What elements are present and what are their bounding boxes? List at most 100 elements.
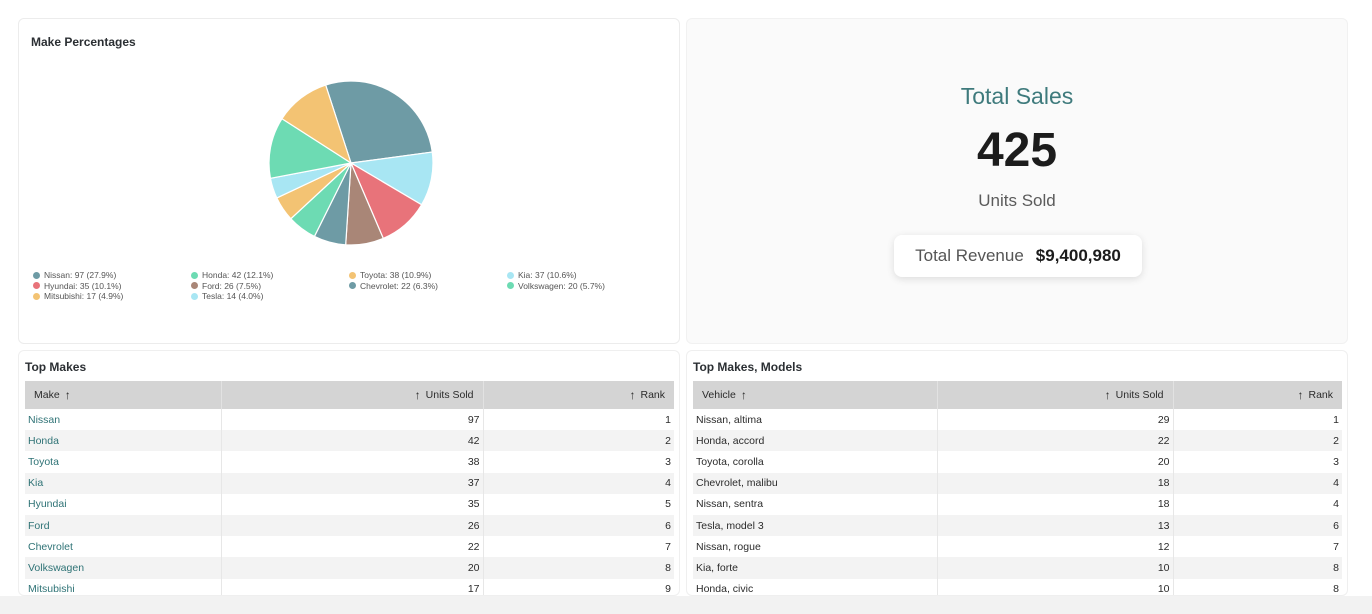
table-row[interactable]: Toyota, corolla 20 3	[693, 451, 1342, 473]
legend-item[interactable]: Hyundai: 35 (10.1%)	[33, 281, 191, 292]
rank-cell: 1	[665, 413, 671, 426]
top-makes-card: Top Makes Make ↑ ↑ Units Sold ↑ Rank Nissan…	[18, 350, 680, 596]
sort-arrow-up-icon[interactable]: ↑	[1104, 388, 1111, 402]
table-row[interactable]: Chevrolet, malibu 18 4	[693, 472, 1342, 494]
pie-slice-toyota[interactable]	[281, 84, 353, 165]
legend-label: Toyota: 38 (10.9%)	[360, 270, 432, 281]
table-row[interactable]: Toyota 38 3	[25, 451, 674, 473]
units-sold-cell: 22	[937, 430, 1174, 452]
table-row[interactable]: Kia, forte 10 8	[693, 557, 1342, 579]
units-sold-cell: 26	[221, 514, 484, 537]
kpi-subtitle: Units Sold	[978, 191, 1056, 210]
units-sold-cell: 38	[221, 451, 484, 473]
table-row[interactable]: Mitsubishi 17 9	[25, 578, 674, 595]
units-sold-cell: 35	[221, 493, 484, 515]
legend-item[interactable]: Ford: 26 (7.5%)	[191, 281, 349, 292]
legend-label: Ford: 26 (7.5%)	[202, 280, 262, 291]
total-revenue-label: Total Revenue	[915, 246, 1024, 265]
row-label-cell: Chevrolet, malibu	[693, 472, 938, 494]
legend-swatch-icon	[349, 271, 356, 279]
column-header-rank[interactable]: ↑ Rank	[1173, 381, 1342, 409]
rank-cell: 1	[1333, 413, 1339, 426]
make-percentages-card: Make Percentages Nissan: 97 (27.9%) Honda…	[18, 18, 680, 344]
table-row[interactable]: Nissan, rogue 12 7	[693, 536, 1342, 558]
legend-label: Mitsubishi: 17 (4.9%)	[44, 291, 124, 302]
sort-arrow-up-icon[interactable]: ↑	[629, 388, 636, 402]
units-sold-cell: 37	[221, 472, 484, 494]
sort-arrow-up-icon[interactable]: ↑	[64, 388, 71, 402]
units-sold-cell: 20	[937, 451, 1174, 473]
table-row[interactable]: Nissan, altima 29 1	[693, 409, 1342, 431]
row-label-cell[interactable]: Volkswagen	[25, 557, 222, 579]
table-row[interactable]: Ford 26 6	[25, 514, 674, 537]
column-header-units-sold[interactable]: ↑ Units Sold	[221, 381, 484, 409]
table-row[interactable]: Nissan, sentra 18 4	[693, 493, 1342, 515]
table-row[interactable]: Tesla, model 3 13 6	[693, 514, 1342, 537]
column-header-units-sold[interactable]: ↑ Units Sold	[937, 381, 1174, 409]
sort-arrow-up-icon[interactable]: ↑	[740, 388, 747, 402]
column-header-make[interactable]: Make ↑	[25, 381, 222, 409]
legend-swatch-icon	[507, 282, 514, 290]
legend-item[interactable]: Tesla: 14 (4.0%)	[191, 291, 349, 302]
rank-cell: 8	[1333, 583, 1339, 596]
row-label-cell[interactable]: Hyundai	[25, 493, 222, 515]
units-sold-cell: 97	[221, 409, 484, 431]
sort-arrow-up-icon[interactable]: ↑	[1297, 388, 1304, 402]
table-row[interactable]: Honda, accord 22 2	[693, 430, 1342, 452]
row-label-cell[interactable]: Nissan	[25, 409, 222, 431]
rank-cell: 8	[1333, 561, 1339, 574]
legend-item[interactable]: Mitsubishi: 17 (4.9%)	[33, 291, 191, 302]
legend-item[interactable]: Honda: 42 (12.1%)	[191, 270, 349, 281]
legend-item[interactable]: Chevrolet: 22 (6.3%)	[349, 281, 507, 292]
legend-swatch-icon	[33, 292, 40, 300]
row-label-cell[interactable]: Chevrolet	[25, 536, 222, 558]
table-row[interactable]: Kia 37 4	[25, 472, 674, 494]
legend-item[interactable]: Kia: 37 (10.6%)	[507, 270, 665, 281]
legend-swatch-icon	[349, 282, 356, 290]
top-makes-table: Make ↑ ↑ Units Sold ↑ Rank Nissan 97 1 Honda 42…	[25, 381, 674, 595]
kpi-value: 425	[976, 124, 1058, 177]
rank-cell: 4	[1333, 477, 1339, 490]
legend-item[interactable]: Nissan: 97 (27.9%)	[33, 270, 191, 281]
table-row[interactable]: Honda 42 2	[25, 430, 674, 452]
units-sold-cell: 10	[937, 578, 1174, 595]
column-header-rank[interactable]: ↑ Rank	[483, 381, 674, 409]
row-label-cell[interactable]: Toyota	[25, 451, 222, 473]
row-label-cell: Honda, accord	[693, 430, 938, 452]
legend-swatch-icon	[33, 271, 40, 279]
table-row[interactable]: Chevrolet 22 7	[25, 536, 674, 558]
legend-label: Honda: 42 (12.1%)	[202, 270, 274, 281]
table-row[interactable]: Nissan 97 1	[25, 409, 674, 431]
row-label-cell: Nissan, altima	[693, 409, 938, 431]
legend-swatch-icon	[191, 271, 198, 279]
legend-item[interactable]: Volkswagen: 20 (5.7%)	[507, 281, 665, 292]
total-revenue-pill: Total Revenue $9,400,980	[894, 235, 1142, 277]
row-label-cell: Toyota, corolla	[693, 451, 938, 473]
sort-arrow-up-icon[interactable]: ↑	[414, 388, 421, 402]
row-label-cell: Kia, forte	[693, 557, 938, 579]
legend-swatch-icon	[33, 282, 40, 290]
row-label-cell: Honda, civic	[693, 578, 938, 595]
rank-cell: 2	[665, 434, 671, 447]
pie-card-title: Make Percentages	[31, 35, 136, 49]
table-row[interactable]: Honda, civic 10 8	[693, 578, 1342, 596]
legend-swatch-icon	[191, 292, 198, 300]
legend-label: Volkswagen: 20 (5.7%)	[518, 280, 605, 291]
rank-cell: 5	[665, 498, 671, 511]
total-sales-card: Total Sales 425 Units Sold Total Revenue…	[686, 18, 1348, 344]
row-label-cell[interactable]: Mitsubishi	[25, 578, 222, 595]
row-label-cell[interactable]: Ford	[25, 514, 222, 537]
pie-chart	[268, 80, 434, 246]
row-label-cell[interactable]: Honda	[25, 430, 222, 452]
pie-slice-honda[interactable]	[268, 117, 353, 180]
units-sold-cell: 42	[221, 430, 484, 452]
table-row[interactable]: Volkswagen 20 8	[25, 557, 674, 579]
column-header-vehicle[interactable]: Vehicle ↑	[693, 381, 938, 409]
legend-item[interactable]: Toyota: 38 (10.9%)	[349, 270, 507, 281]
table-header-row: Make ↑ ↑ Units Sold ↑ Rank	[25, 381, 674, 409]
pie-slice-nissan[interactable]	[324, 80, 433, 164]
legend-label: Kia: 37 (10.6%)	[518, 270, 577, 281]
row-label-cell[interactable]: Kia	[25, 472, 222, 494]
units-sold-cell: 20	[221, 557, 484, 579]
table-row[interactable]: Hyundai 35 5	[25, 493, 674, 515]
